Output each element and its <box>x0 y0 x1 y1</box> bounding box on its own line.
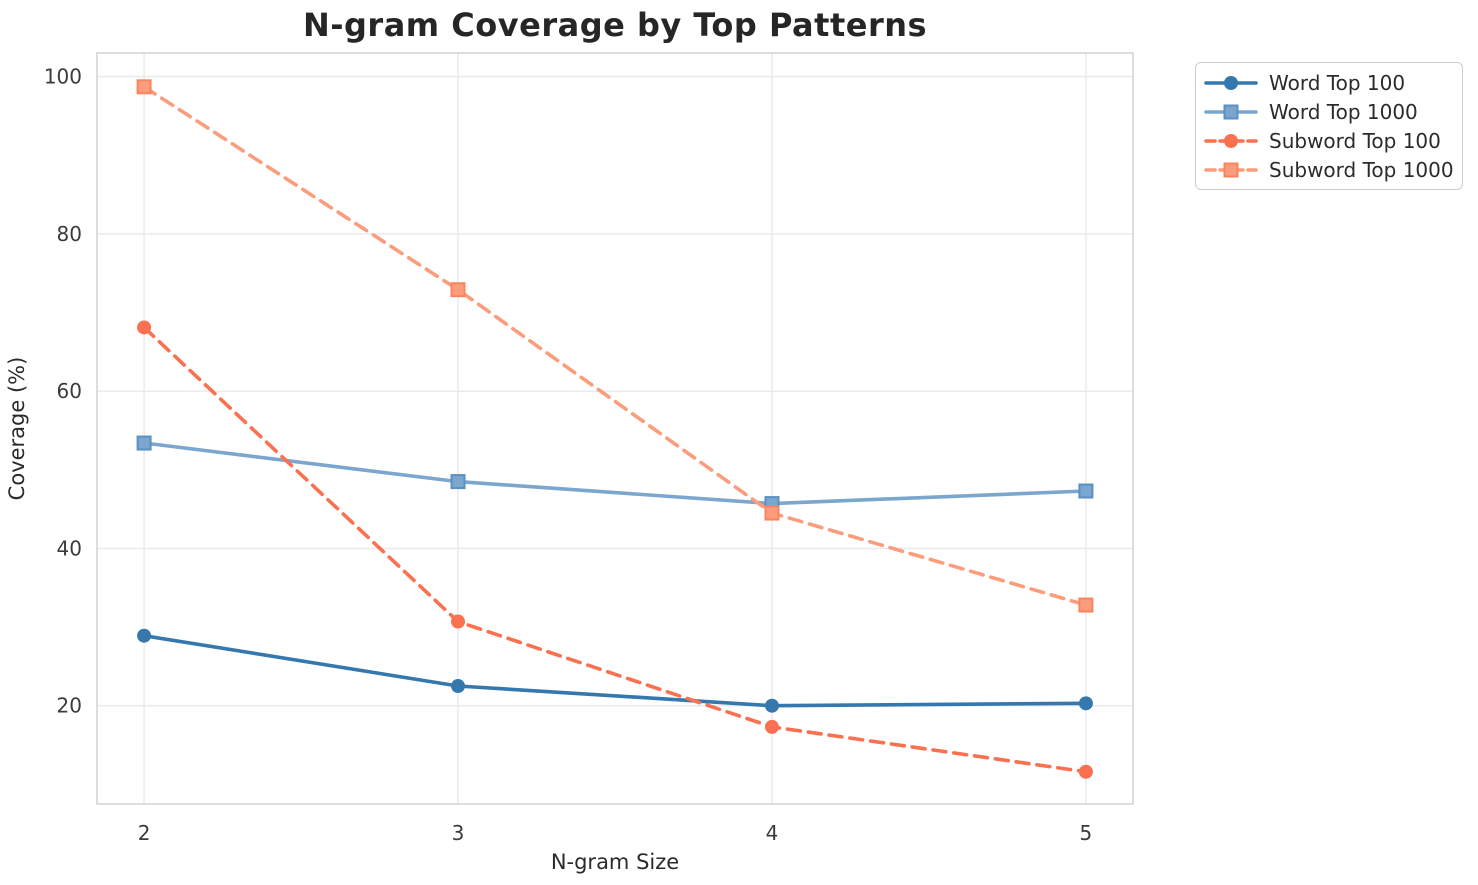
y-tick-label: 100 <box>44 65 82 89</box>
legend-label: Subword Top 100 <box>1269 128 1441 153</box>
y-tick-label: 40 <box>57 536 82 560</box>
x-tick-label: 3 <box>452 821 465 845</box>
series-line-word-top-100 <box>142 633 1088 708</box>
data-point-marker-subword-top-100 <box>137 320 152 335</box>
data-point-marker-subword-top-1000 <box>136 79 152 95</box>
data-point-marker-word-top-1000 <box>136 435 152 451</box>
series-line-subword-top-100 <box>142 325 1088 774</box>
square-line-swatch-icon <box>1204 162 1258 177</box>
series-line-subword-top-1000 <box>142 85 1088 607</box>
legend-marker-icon <box>1224 75 1238 90</box>
legend-marker-icon <box>1223 104 1239 119</box>
data-point-marker-word-top-100 <box>764 698 779 713</box>
legend-marker-icon <box>1223 162 1239 177</box>
plot-border <box>96 52 1134 805</box>
data-point-marker-subword-top-100 <box>1078 764 1093 779</box>
data-point-marker-subword-top-1000 <box>1078 597 1094 613</box>
x-axis-label: N-gram Size <box>551 850 679 874</box>
legend-label: Word Top 1000 <box>1269 99 1418 124</box>
legend-label: Subword Top 1000 <box>1269 157 1454 182</box>
legend-item-subword-top-1000: Subword Top 1000 <box>1204 157 1454 182</box>
x-tick-label: 4 <box>766 821 779 845</box>
y-axis-label: Coverage (%) <box>5 357 29 501</box>
legend: Word Top 100 Word Top 1000 Subword Top 100… <box>1195 62 1463 190</box>
chart-title: N-gram Coverage by Top Patterns <box>302 6 928 44</box>
data-point-marker-subword-top-100 <box>451 614 466 629</box>
data-point-marker-subword-top-1000 <box>450 282 466 298</box>
x-tick-label: 2 <box>138 821 151 845</box>
y-tick-label: 60 <box>57 379 82 403</box>
circle-line-swatch-icon <box>1204 133 1258 148</box>
data-point-marker-subword-top-1000 <box>764 505 780 521</box>
legend-label: Word Top 100 <box>1269 70 1406 95</box>
legend-marker-icon <box>1224 133 1238 148</box>
legend-item-word-top-100: Word Top 100 <box>1204 72 1452 94</box>
data-point-marker-word-top-1000 <box>1078 483 1094 499</box>
data-point-marker-word-top-100 <box>137 628 152 643</box>
square-line-swatch-icon <box>1204 104 1258 119</box>
series-line-word-top-1000 <box>142 441 1088 506</box>
legend-item-subword-top-100: Subword Top 100 <box>1204 130 1452 152</box>
x-tick-label: 5 <box>1080 821 1093 845</box>
data-point-marker-word-top-1000 <box>450 474 466 490</box>
legend-item-word-top-1000: Word Top 1000 <box>1204 101 1452 123</box>
data-point-marker-subword-top-100 <box>764 719 779 734</box>
data-point-marker-word-top-100 <box>451 679 466 694</box>
y-tick-label: 80 <box>57 222 82 246</box>
circle-line-swatch-icon <box>1204 75 1258 90</box>
y-tick-label: 20 <box>57 694 82 718</box>
data-point-marker-word-top-100 <box>1078 696 1093 711</box>
